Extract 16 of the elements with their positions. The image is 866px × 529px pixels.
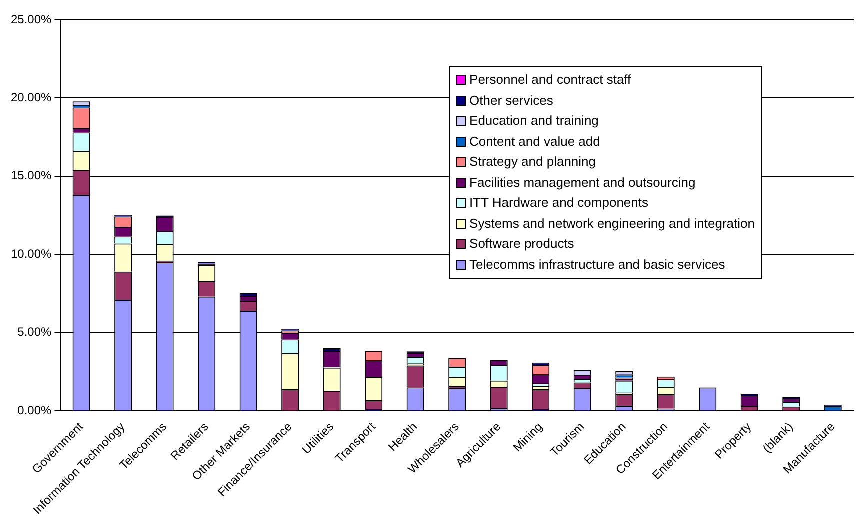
y-tick-label: 0.00%	[18, 403, 52, 418]
legend-label: Education and training	[470, 112, 599, 130]
y-tick-label: 20.00%	[10, 90, 52, 105]
legend-label: Other services	[470, 92, 554, 110]
legend-label: Systems and network engineering and integration	[470, 214, 755, 233]
legend-label: Personnel and contract staff	[470, 71, 632, 89]
legend-label: Telecomms infrastructure and basic services	[470, 256, 726, 274]
y-tick-label: 15.00%	[10, 168, 52, 183]
y-tick-label: 10.00%	[10, 246, 52, 261]
y-tick-label: 5.00%	[18, 325, 52, 340]
y-tick-label: 25.00%	[10, 12, 52, 26]
legend-label: Content and value add	[470, 132, 600, 150]
legend-label: Facilities management and outsourcing	[470, 174, 696, 192]
legend-label: Strategy and planning	[470, 153, 596, 171]
legend-label: ITT Hardware and components	[470, 194, 648, 212]
legend-label: Software products	[470, 235, 574, 253]
